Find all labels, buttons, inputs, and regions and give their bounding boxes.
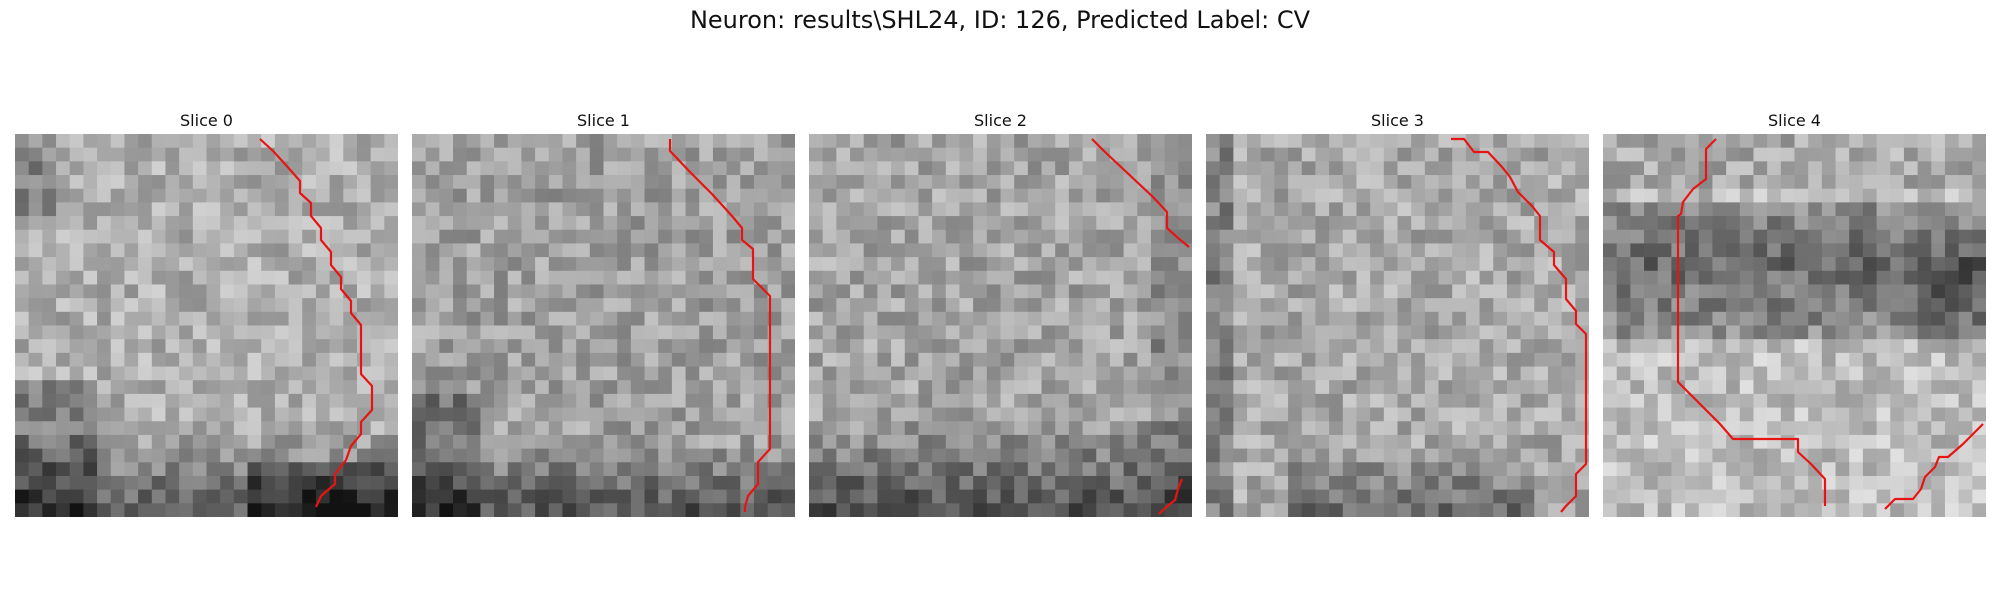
- slice-panel-4: Slice 4: [1603, 110, 1986, 517]
- boundary-contour: [1451, 137, 1588, 513]
- boundary-contour: [668, 139, 772, 512]
- boundary-contour: [1091, 138, 1190, 248]
- slice-image-0: [15, 134, 398, 517]
- boundary-contour: [1158, 478, 1184, 515]
- slice-panel-0: Slice 0: [15, 110, 398, 517]
- slice-image-4: [1603, 134, 1986, 517]
- slice-image-1: [412, 134, 795, 517]
- figure-title: Neuron: results\SHL24, ID: 126, Predicte…: [689, 6, 1311, 34]
- boundary-contour: [1676, 138, 1827, 506]
- slice-title: Slice 4: [1768, 111, 1821, 130]
- slice-panel-1: Slice 1: [412, 110, 795, 517]
- slice-panel-3: Slice 3: [1206, 110, 1589, 517]
- grayscale-pixels: [1603, 134, 1986, 517]
- slice-title: Slice 2: [974, 111, 1027, 130]
- boundary-contour: [259, 138, 374, 508]
- boundary-contour: [1884, 423, 1984, 510]
- grayscale-pixels: [809, 134, 1192, 517]
- grayscale-pixels: [412, 134, 795, 517]
- slice-image-3: [1206, 134, 1589, 517]
- slice-title: Slice 1: [577, 111, 630, 130]
- slice-title: Slice 0: [180, 111, 233, 130]
- slice-image-2: [809, 134, 1192, 517]
- grayscale-pixels: [15, 134, 398, 517]
- slice-title: Slice 3: [1371, 111, 1424, 130]
- grayscale-pixels: [1206, 134, 1589, 517]
- slice-panel-2: Slice 2: [809, 110, 1192, 517]
